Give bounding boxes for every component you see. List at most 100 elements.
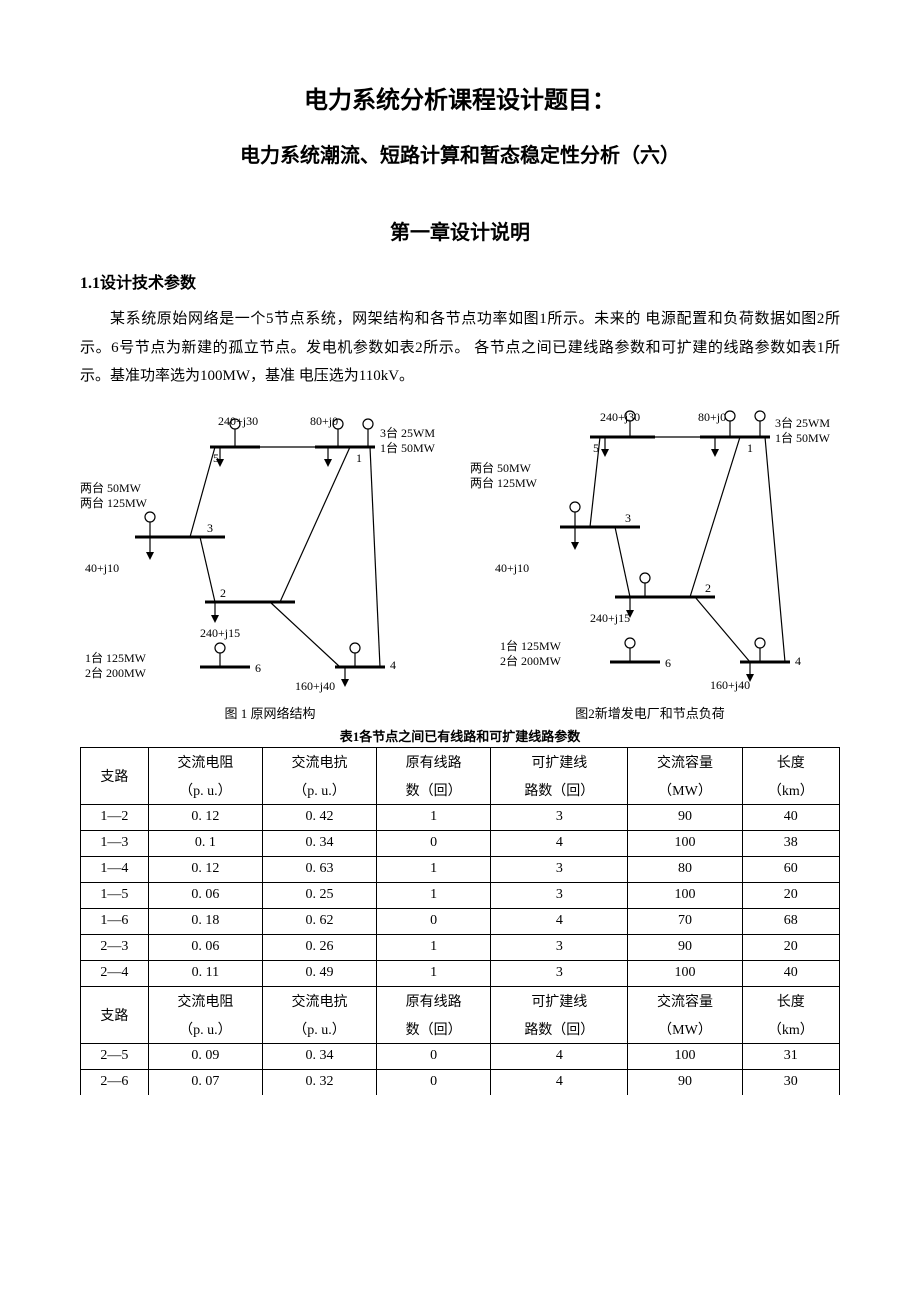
network-diagram-2: 5 240+j30 1 80+j0 3台 25WM 1台 50MW 3 两台 5… (460, 407, 840, 697)
table-cell: 1—5 (81, 882, 149, 908)
table-cell: 1—2 (81, 804, 149, 830)
table-cell: 0. 34 (262, 1043, 376, 1069)
svg-text:两台 125MW: 两台 125MW (80, 495, 148, 510)
table-header-cell: 支路 (81, 986, 149, 1043)
table-cell: 1—3 (81, 830, 149, 856)
svg-text:1台 50MW: 1台 50MW (380, 440, 436, 455)
figure-1-caption: 图 1 原网络结构 (80, 703, 460, 722)
svg-text:40+j10: 40+j10 (495, 561, 529, 575)
table-header-subcell: 路数（回） (491, 776, 628, 805)
table-cell: 0. 26 (262, 934, 376, 960)
table-cell: 100 (628, 960, 742, 986)
table-header-subcell: 数（回） (377, 1015, 491, 1044)
svg-text:4: 4 (390, 658, 396, 672)
svg-text:两台 125MW: 两台 125MW (470, 475, 538, 490)
table-cell: 1—4 (81, 856, 149, 882)
figure-captions: 图 1 原网络结构 图2新增发电厂和节点负荷 (80, 703, 840, 722)
table-header-cell: 原有线路 (377, 986, 491, 1015)
table-cell: 60 (742, 856, 839, 882)
table-cell: 68 (742, 908, 839, 934)
svg-text:1台 50MW: 1台 50MW (775, 430, 831, 445)
table-cell: 1—6 (81, 908, 149, 934)
table-header-cell: 支路 (81, 747, 149, 804)
table-cell: 1 (377, 934, 491, 960)
chapter-title: 第一章设计说明 (80, 216, 840, 245)
table-cell: 0 (377, 1069, 491, 1095)
svg-text:3台 25WM: 3台 25WM (775, 415, 830, 430)
svg-text:240+j15: 240+j15 (200, 626, 240, 640)
table-header-cell: 交流容量 (628, 986, 742, 1015)
table-cell: 1 (377, 856, 491, 882)
table-cell: 0. 1 (148, 830, 262, 856)
table-cell: 90 (628, 804, 742, 830)
table-header-subcell: （MW） (628, 776, 742, 805)
table-cell: 100 (628, 830, 742, 856)
table-cell: 3 (491, 934, 628, 960)
table-cell: 0. 63 (262, 856, 376, 882)
figure-1: 5 240+j30 1 80+j0 3台 25WM 1台 50MW 3 两台 5… (80, 407, 440, 697)
table-header-subcell: （p. u.） (148, 1015, 262, 1044)
table-cell: 0. 49 (262, 960, 376, 986)
table-cell: 0 (377, 830, 491, 856)
svg-text:2: 2 (220, 586, 226, 600)
svg-text:两台 50MW: 两台 50MW (80, 480, 142, 495)
table-cell: 70 (628, 908, 742, 934)
table-cell: 100 (628, 1043, 742, 1069)
svg-text:3: 3 (207, 521, 213, 535)
table-cell: 3 (491, 882, 628, 908)
table-cell: 40 (742, 804, 839, 830)
figure-2: 5 240+j30 1 80+j0 3台 25WM 1台 50MW 3 两台 5… (460, 407, 840, 697)
main-paragraph: 某系统原始网络是一个5节点系统，网架结构和各节点功率如图1所示。未来的 电源配置… (80, 305, 840, 391)
table-cell: 3 (491, 960, 628, 986)
table-cell: 2—3 (81, 934, 149, 960)
sub-title: 电力系统潮流、短路计算和暂态稳定性分析（六） (80, 139, 840, 168)
svg-text:40+j10: 40+j10 (85, 561, 119, 575)
table-cell: 4 (491, 1043, 628, 1069)
network-diagram-1: 5 240+j30 1 80+j0 3台 25WM 1台 50MW 3 两台 5… (80, 407, 440, 697)
table-cell: 0. 06 (148, 934, 262, 960)
table-cell: 0. 25 (262, 882, 376, 908)
table-cell: 0. 07 (148, 1069, 262, 1095)
parameters-table: 支路交流电阻交流电抗原有线路可扩建线交流容量长度（p. u.）（p. u.）数（… (80, 747, 840, 1096)
table-cell: 2—4 (81, 960, 149, 986)
table-cell: 100 (628, 882, 742, 908)
table-header-cell: 交流电抗 (262, 986, 376, 1015)
svg-text:两台 50MW: 两台 50MW (470, 460, 532, 475)
table-cell: 0. 42 (262, 804, 376, 830)
table-cell: 0. 32 (262, 1069, 376, 1095)
table-cell: 3 (491, 804, 628, 830)
table-cell: 0. 12 (148, 856, 262, 882)
table-header-cell: 交流电抗 (262, 747, 376, 776)
table-header-subcell: （p. u.） (148, 776, 262, 805)
table-header-cell: 可扩建线 (491, 747, 628, 776)
table-header-cell: 长度 (742, 986, 839, 1015)
table-header-cell: 长度 (742, 747, 839, 776)
svg-text:1台 125MW: 1台 125MW (85, 650, 147, 665)
table-cell: 0. 62 (262, 908, 376, 934)
table-cell: 4 (491, 1069, 628, 1095)
table-header-cell: 交流电阻 (148, 986, 262, 1015)
svg-text:6: 6 (665, 656, 671, 670)
svg-text:240+j30: 240+j30 (218, 414, 258, 428)
svg-text:6: 6 (255, 661, 261, 675)
main-title: 电力系统分析课程设计题目： (80, 80, 840, 115)
svg-text:2: 2 (705, 581, 711, 595)
table-cell: 2—6 (81, 1069, 149, 1095)
section-title: 1.1设计技术参数 (80, 269, 840, 293)
svg-text:80+j0: 80+j0 (698, 410, 726, 424)
table-cell: 0 (377, 1043, 491, 1069)
svg-text:240+j30: 240+j30 (600, 410, 640, 424)
svg-text:1: 1 (356, 451, 362, 465)
table-cell: 0. 12 (148, 804, 262, 830)
table-header-subcell: （km） (742, 1015, 839, 1044)
table-header-subcell: （p. u.） (262, 1015, 376, 1044)
svg-text:160+j40: 160+j40 (295, 679, 335, 693)
table-cell: 0. 06 (148, 882, 262, 908)
svg-text:4: 4 (795, 654, 801, 668)
svg-text:2台 200MW: 2台 200MW (500, 653, 562, 668)
table-cell: 3 (491, 856, 628, 882)
svg-text:160+j40: 160+j40 (710, 678, 750, 692)
table-cell: 0. 09 (148, 1043, 262, 1069)
svg-text:3台 25WM: 3台 25WM (380, 425, 435, 440)
table-cell: 1 (377, 960, 491, 986)
